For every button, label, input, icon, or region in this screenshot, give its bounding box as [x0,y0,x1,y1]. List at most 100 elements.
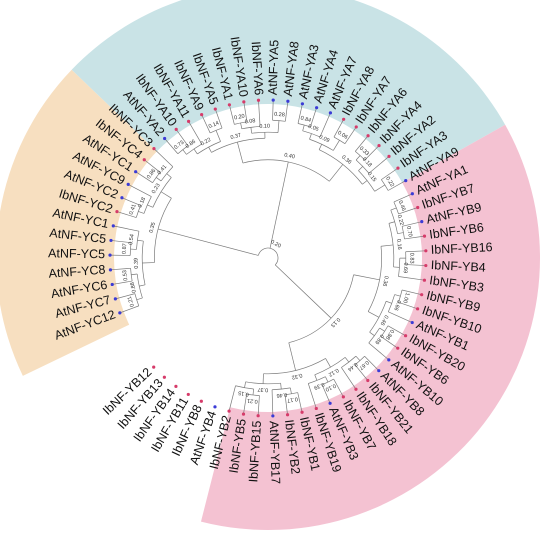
branch [147,204,154,208]
leaf-marker [416,205,420,210]
leaf-marker [186,392,190,397]
leaf-marker [404,179,408,183]
leaf-marker [387,154,391,159]
branch-arc [341,355,357,368]
branch-arc [314,357,346,376]
leaf-marker [271,98,275,102]
branch [386,300,392,304]
branch [277,120,280,133]
leaf-marker [108,253,112,257]
leaf-marker [396,166,400,170]
leaf-marker [109,238,113,243]
branch-arc [367,246,382,312]
branch-arc [186,143,202,155]
leaf-label: IbNF-YA6 [249,41,266,96]
branch [113,225,140,232]
branch [405,264,426,266]
branch-arc [387,294,395,312]
branch [374,184,386,192]
branch [229,104,235,125]
leaf-marker [110,282,114,287]
leaf-marker [410,320,414,325]
clade-sector-nf-ya [71,0,506,183]
leaf-label: AtNF-YC8 [48,263,106,281]
branch [250,127,253,134]
branch-arc [297,123,311,128]
branch [175,129,189,147]
bootstrap-value: 0.73 [173,140,185,151]
leaf-marker [387,358,391,362]
branch [380,336,398,349]
branch [358,166,364,171]
branch [325,376,329,383]
branch [319,112,331,138]
leaf-label: AtNF-YA8 [281,40,302,97]
branch-arc [197,141,221,155]
branch [307,383,317,409]
leaf-marker [403,334,408,338]
branch [318,144,323,150]
leaf-marker [314,406,318,411]
bootstrap-value: 0.18 [361,157,373,169]
leaf-marker [108,268,113,272]
branch [355,135,369,152]
branch [333,378,344,398]
leaf-marker [241,412,246,416]
clade-backgrounds [0,0,541,531]
leaf-marker [126,182,130,186]
bootstrap-value: 0.13 [329,316,341,328]
branch [188,121,203,145]
branch [368,342,390,361]
tree-branches [110,100,426,416]
bootstrap-value: 0.41 [157,164,168,176]
leaf-marker [174,384,178,389]
leaf-label: IbNF-YB16 [430,240,492,257]
branch-arc [143,196,152,214]
leaf-marker [377,143,381,148]
branch [257,395,260,416]
branch [252,388,254,396]
leaf-marker [256,414,260,418]
branch [290,387,292,394]
bootstrap-value: 0.32 [291,372,303,380]
bootstrap-value: 0.44 [346,361,358,372]
branch [390,207,397,211]
branch [139,284,146,287]
branch [237,142,244,164]
branch [153,148,174,168]
clade-sector-nf-yb [200,124,541,531]
leaf-marker [366,134,370,138]
leaf-marker [286,99,290,103]
branch [116,211,137,218]
bootstrap-value: 0.22 [396,214,405,226]
bootstrap-value: 0.46 [397,200,406,212]
branch [112,280,133,285]
branch [243,101,248,122]
bootstrap-value: 0.14 [208,120,220,130]
branch-arc [354,356,365,366]
leaf-marker [328,111,333,115]
branch [333,119,344,138]
branch [193,148,198,155]
branch [164,138,179,155]
leaf-marker [354,387,358,391]
bootstrap-value: 0.22 [384,176,395,188]
branch [243,394,247,415]
bootstrap-values: 0.210.530.880.870.540.390.410.180.86 0.41… [122,112,415,404]
branch [321,384,331,404]
branch [369,331,375,336]
branch [160,191,172,199]
branch [208,146,212,153]
bootstrap-value: 0.21 [127,295,136,307]
branch-arc [235,385,254,390]
branch [131,273,138,276]
branch [310,107,317,127]
branch [144,159,161,173]
bootstrap-value: 0.86 [146,168,157,180]
branch [379,327,385,332]
branch [402,221,422,227]
bootstrap-value: 0.67 [358,359,370,371]
branch [158,228,259,256]
